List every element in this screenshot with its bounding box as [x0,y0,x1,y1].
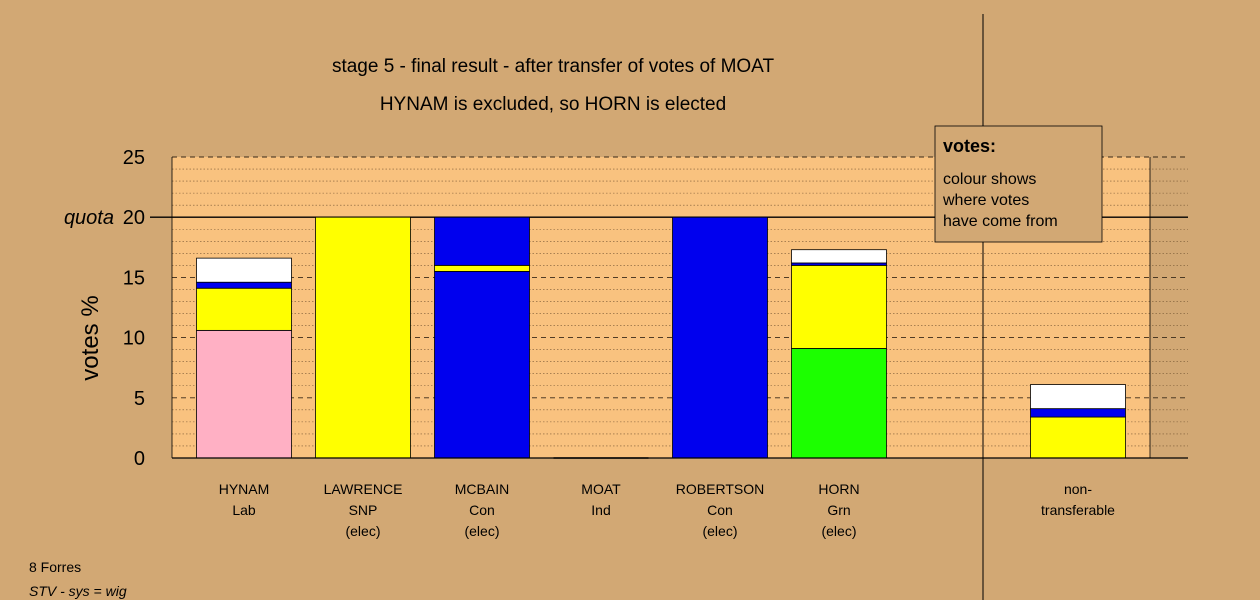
bar-robertson-segment [672,216,768,459]
quota-label: quota [64,207,114,229]
x-label-robertson: Con [707,502,733,518]
chart-title: stage 5 - final result - after transfer … [332,56,774,77]
bar-mcbain-segment [434,216,530,266]
bar-horn-segment [791,249,887,264]
bars [196,216,1126,459]
x-label-mcbain: (elec) [464,523,499,539]
axes: 0 5 10 15 20 25 [123,14,1188,600]
y-tick-label: 15 [123,267,145,289]
y-tick-label: 25 [123,147,145,169]
bar-horn-segment [791,348,887,459]
legend-box: votes: colour shows where votes have com… [934,125,1103,243]
y-tick-label: 5 [134,388,145,410]
x-axis-labels: HYNAM Lab LAWRENCE SNP (elec) MCBAIN Con (elec)… [219,481,1115,539]
x-label-mcbain: MCBAIN [455,481,509,497]
legend-frame [934,125,1103,243]
footer-ward: 8 Forres [29,559,81,575]
x-label-nontransferable: non- [1064,481,1092,497]
bar-mcbain-segment [434,270,530,459]
x-label-robertson: (elec) [702,523,737,539]
x-label-hynam: HYNAM [219,481,270,497]
bar-hynam-segment [196,257,292,283]
bar-hynam-segment [196,329,292,459]
bar-horn-segment [791,264,887,349]
x-label-robertson: ROBERTSON [676,481,764,497]
y-tick-label: 0 [134,448,145,470]
bar-nontransferable-segment [1030,384,1126,410]
x-label-lawrence: (elec) [345,523,380,539]
y-tick-label: 10 [123,328,145,350]
footer-system: STV - sys = wig [29,583,127,599]
bar-lawrence-segment [315,216,411,459]
x-label-hynam: Lab [232,502,256,518]
x-label-horn: Grn [827,502,850,518]
legend-title: votes: [943,136,996,156]
legend-line-3: have come from [943,213,1058,230]
legend-line-1: colour shows [943,171,1036,188]
bar-hynam-segment [196,281,292,289]
x-label-horn: HORN [818,481,859,497]
x-label-lawrence: SNP [349,502,378,518]
legend-line-2: where votes [942,192,1029,209]
bar-nontransferable-segment [1030,416,1126,459]
x-label-moat: MOAT [581,481,621,497]
bar-mcbain-segment [434,264,530,272]
bar-nontransferable-segment [1030,408,1126,418]
bar-hynam-segment [196,287,292,331]
x-label-mcbain: Con [469,502,495,518]
y-tick-label: 20 [123,207,145,229]
x-label-nontransferable: transferable [1041,502,1115,518]
chart-subtitle: HYNAM is excluded, so HORN is elected [380,94,726,115]
x-label-lawrence: LAWRENCE [324,481,403,497]
x-label-horn: (elec) [821,523,856,539]
x-label-moat: Ind [591,502,610,518]
y-axis-label: votes % [77,295,104,380]
